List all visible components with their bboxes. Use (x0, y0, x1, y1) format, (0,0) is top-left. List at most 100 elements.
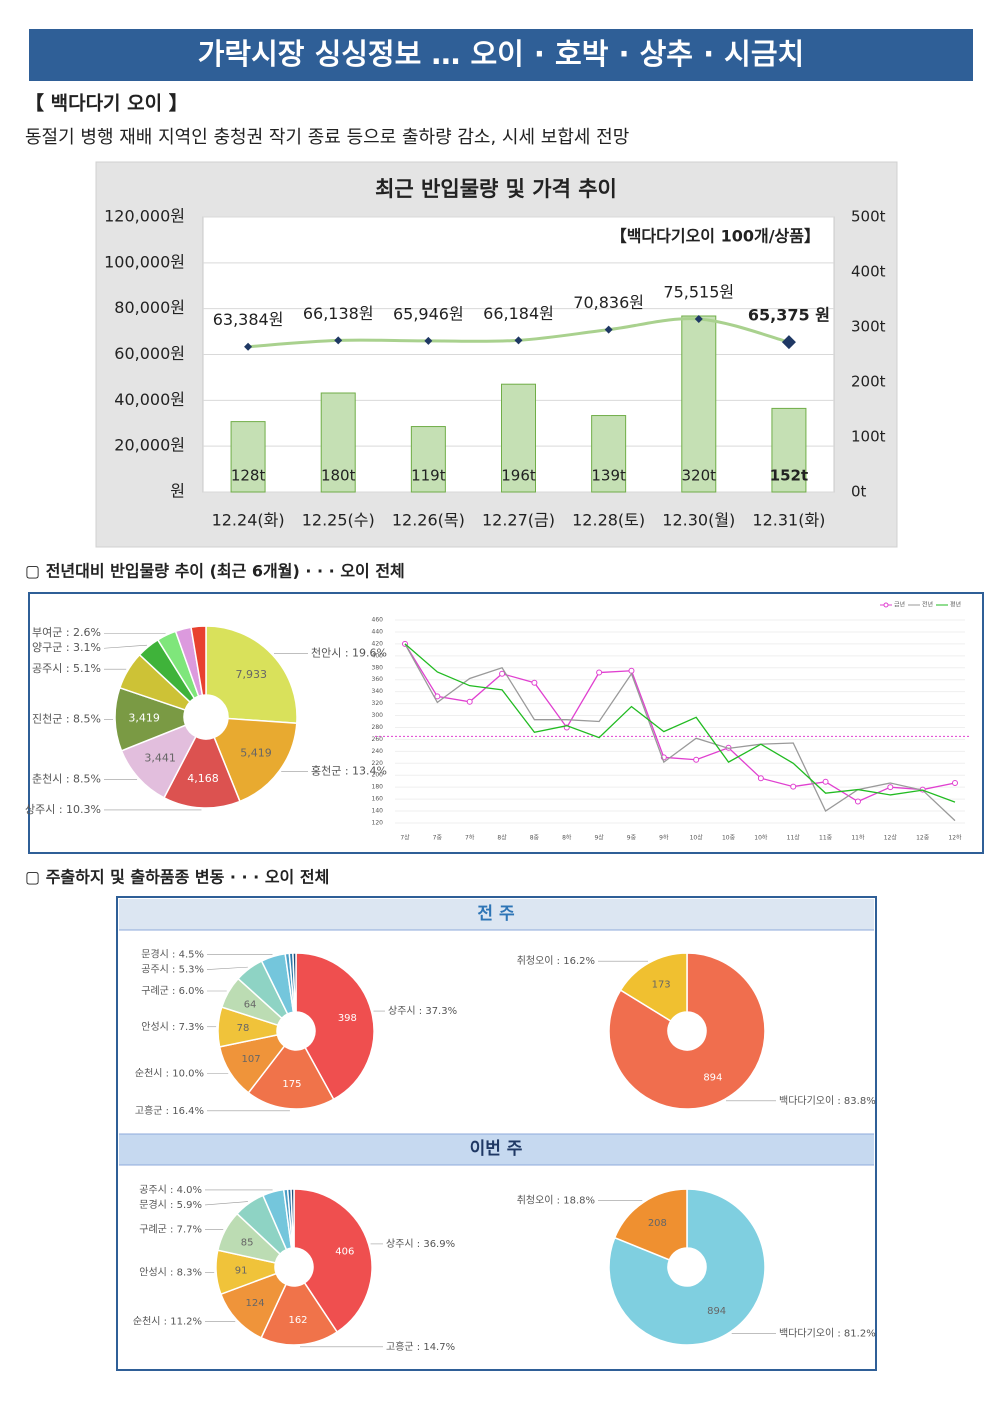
y2-tick-label: 0t (851, 483, 867, 501)
marker (781, 335, 796, 350)
marker (887, 784, 894, 791)
y-tick-label: 340 (372, 688, 384, 695)
y-tick-label: 60,000원 (114, 344, 185, 363)
slice (163, 735, 241, 809)
slice-label: 안성시 : 7.3% (141, 1021, 204, 1033)
slice-value: 107 (242, 1054, 261, 1065)
slice-label: 안성시 : 8.3% (139, 1267, 202, 1279)
band-title: 전 주 (477, 904, 515, 924)
slice-label: 순천시 : 11.2% (133, 1315, 202, 1327)
x-tick-label: 12하 (948, 834, 962, 842)
marker (757, 775, 764, 782)
x-tick-label: 7상 (400, 834, 410, 842)
marker (531, 679, 538, 686)
slice (292, 952, 297, 1013)
slice-value: 91 (235, 1266, 248, 1277)
slice-label: 문경시 : 5.9% (139, 1198, 202, 1211)
data-label: 65,946원 (393, 304, 464, 323)
bar-label: 196t (501, 467, 536, 485)
marker (434, 693, 441, 700)
slice-value: 894 (707, 1306, 726, 1317)
leader-line (103, 644, 147, 649)
annotation: 【백다다기오이 100개/상품】 (611, 227, 820, 246)
slice-label: 공주시 : 5.3% (141, 964, 204, 976)
slice (290, 1188, 295, 1249)
x-tick-label: 8하 (562, 834, 572, 842)
bar-label: 180t (321, 467, 356, 485)
slice-label: 취청오이 : 18.8% (517, 1195, 595, 1207)
slice-label: 홍천군 : 13.4% (311, 764, 387, 778)
slice-label: 순천시 : 10.0% (135, 1067, 204, 1079)
y-tick-label: 원 (170, 482, 185, 501)
slice-value: 208 (648, 1218, 667, 1229)
slice-label: 양구군 : 3.1% (32, 641, 101, 654)
slice-value: 85 (241, 1237, 254, 1248)
y2-tick-label: 100t (851, 428, 886, 446)
slice (619, 952, 688, 1023)
marker (334, 336, 343, 345)
y-tick-label: 240 (372, 748, 384, 755)
marker (596, 669, 603, 676)
y-tick-label: 200 (372, 772, 384, 779)
slice-label: 춘천시 : 8.5% (32, 771, 101, 785)
leader-line (204, 1201, 248, 1206)
leader-line (206, 966, 248, 970)
slice-value: 406 (335, 1247, 354, 1258)
marker (822, 778, 829, 785)
slice-value: 173 (652, 980, 671, 991)
slice-label: 문경시 : 4.5% (141, 948, 204, 961)
slice (213, 717, 298, 803)
y-tick-label: 320 (372, 700, 384, 707)
marker (952, 779, 958, 786)
slice (295, 952, 375, 1101)
y-tick-label: 420 (372, 640, 384, 647)
slice-value: 4,168 (187, 772, 219, 785)
y-tick-label: 100,000원 (104, 252, 185, 271)
bar-label: 320t (682, 467, 717, 485)
x-tick-label: 12.25(수) (302, 511, 375, 530)
x-tick-label: 10상 (690, 834, 704, 842)
band (119, 899, 874, 930)
x-tick-label: 8상 (497, 834, 507, 842)
bar (591, 415, 627, 493)
x-tick-label: 12.24(화) (212, 511, 285, 530)
data-label: 66,184원 (483, 304, 554, 323)
bar-label: 139t (591, 467, 626, 485)
marker (790, 783, 797, 790)
x-tick-label: 7하 (465, 834, 475, 842)
marker (693, 756, 700, 763)
slice (613, 1188, 688, 1261)
line (404, 643, 956, 822)
data-label: 65,375 원 (748, 306, 830, 325)
y2-tick-label: 300t (851, 318, 886, 336)
marker (854, 798, 861, 805)
slice-label: 구례군 : 6.0% (141, 985, 204, 997)
slice-value: 64 (244, 999, 257, 1010)
x-tick-label: 9중 (627, 835, 637, 842)
slice-value: 3,419 (128, 712, 160, 725)
slice-label: 구례군 : 7.7% (139, 1224, 202, 1236)
x-tick-label: 12.30(월) (662, 511, 735, 530)
section-heading: ▢ 전년대비 반입물량 추이 (최근 6개월) · · · 오이 전체 (25, 562, 405, 581)
x-tick-label: 10하 (754, 834, 768, 842)
section-heading: 【 백다다기 오이 】 (25, 92, 188, 115)
x-tick-label: 9하 (659, 834, 669, 842)
slice-label: 백다다기오이 : 81.2% (779, 1327, 876, 1339)
chart-title: 최근 반입물량 및 가격 추이 (375, 177, 617, 201)
slice-label: 공주시 : 4.0% (139, 1184, 202, 1196)
header-title: 가락시장 싱싱정보 … 오이 · 호박 · 상추 · 시금치 (198, 37, 804, 71)
section-heading: ▢ 주출하지 및 출하품종 변동 · · · 오이 전체 (25, 868, 329, 887)
y-tick-label: 20,000원 (114, 436, 185, 455)
x-tick-label: 12.27(금) (482, 511, 555, 530)
y2-tick-label: 200t (851, 373, 886, 391)
slice-value: 124 (246, 1298, 265, 1309)
slice-value: 398 (338, 1013, 357, 1024)
x-tick-label: 11중 (819, 835, 833, 842)
y-tick-label: 440 (372, 628, 384, 635)
y2-tick-label: 400t (851, 263, 886, 281)
band-title: 이번 주 (470, 1139, 523, 1159)
x-tick-label: 12.28(토) (572, 511, 645, 530)
legend-label: 평년 (950, 601, 961, 609)
